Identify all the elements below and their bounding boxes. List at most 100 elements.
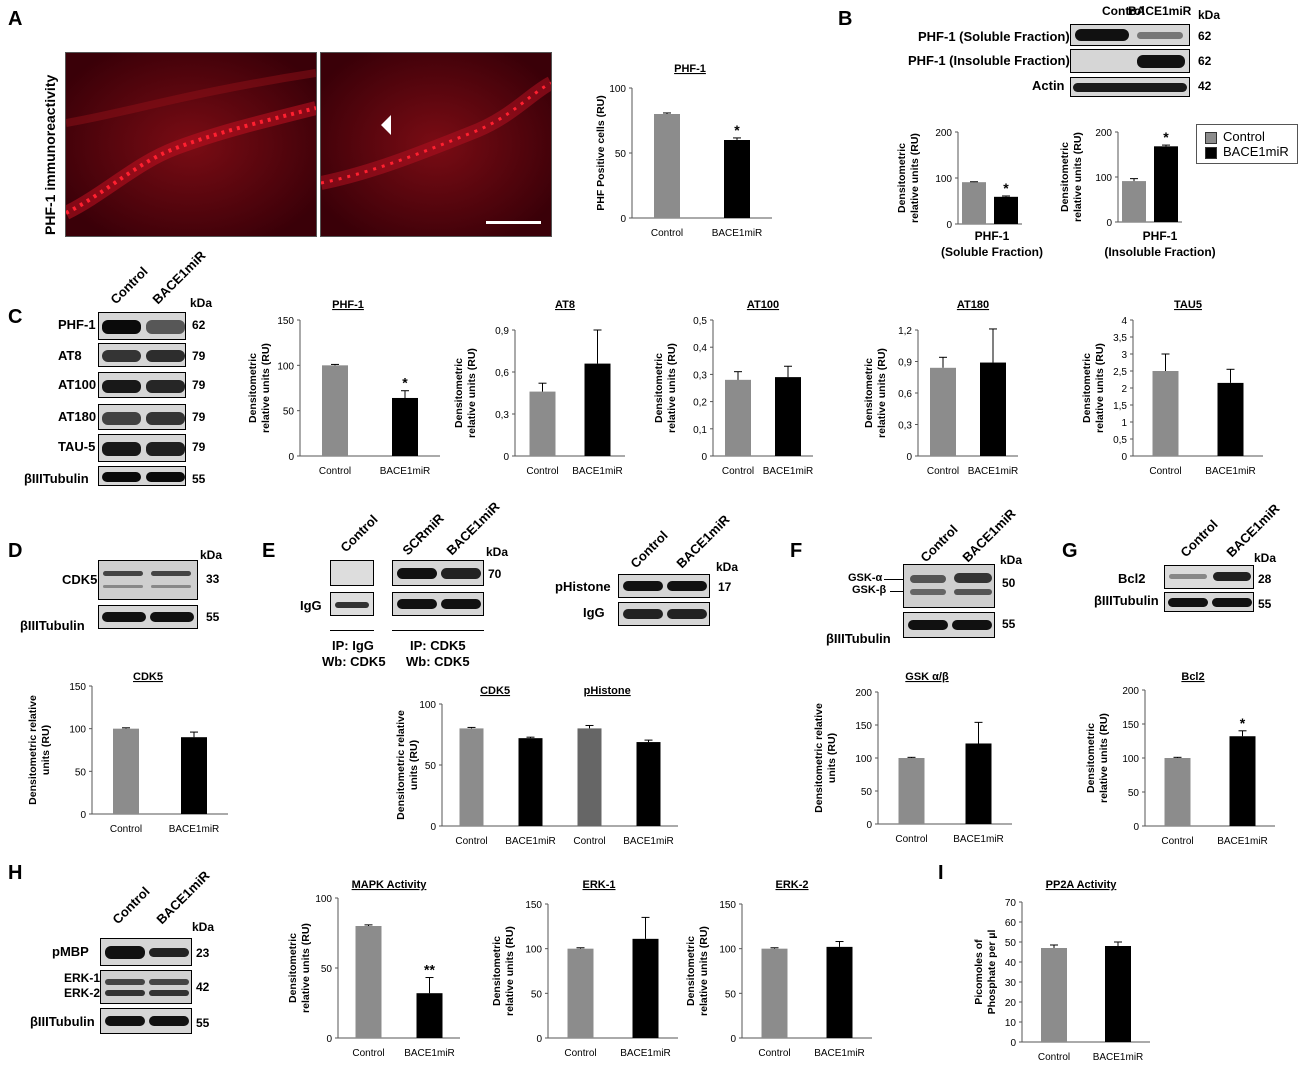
h-row-label-1: ERK-1	[64, 971, 101, 985]
h-row-label-2: ERK-2	[64, 986, 101, 1000]
chart-i-xtick-label-1: BACE1miR	[1093, 1052, 1144, 1063]
chart-h3-bar-1	[826, 946, 853, 1038]
chart-a-ylabel-0: PHF Positive cells (RU)	[595, 95, 607, 211]
chart-c3-title: AT100	[747, 299, 779, 311]
chart-b2-sig-1: *	[1163, 129, 1169, 145]
chart-h1-bar-1	[416, 993, 443, 1038]
chart-b1-ytick-label-2: 200	[935, 128, 952, 139]
chart-a-bar-1	[724, 140, 750, 218]
chart-c3-bar-1	[775, 377, 801, 456]
chart-h1-ylabel-1: relative units (RU)	[300, 923, 312, 1013]
chart-c1-ylabel-0: Densitometric	[247, 353, 259, 423]
legend-swatch-control	[1205, 131, 1217, 144]
f-gskb-arrow	[890, 591, 904, 592]
chart-h2-ytick-label-2: 100	[525, 945, 542, 956]
micrograph-control-image	[66, 53, 316, 236]
chart-b2-ylabel-1: relative units (RU)	[1072, 132, 1084, 222]
chart-d-ytick-label-1: 50	[75, 767, 87, 778]
chart-h1-bar-0	[355, 926, 382, 1038]
chart-c2-ylabel-1: relative units (RU)	[466, 348, 478, 438]
chart-c1-xtick-label-1: BACE1miR	[380, 466, 431, 477]
chart-i-title: PP2A Activity	[1046, 879, 1118, 891]
chart-e-bar-2	[577, 728, 602, 826]
chart-i-ylabel-0: Picomoles of	[973, 939, 985, 1005]
chart-h1-ylabel-0: Densitometric	[287, 933, 299, 1003]
chart-i-bar-1	[1105, 946, 1131, 1042]
chart-h1-ytick-label-1: 50	[321, 964, 333, 975]
chart-i-ytick-label-0: 0	[1010, 1038, 1016, 1049]
chart-b2-ytick-label-0: 0	[1106, 218, 1112, 229]
chart-c2-xtick-label-1: BACE1miR	[572, 466, 623, 477]
chart-h3-ytick-label-3: 150	[719, 900, 736, 911]
chart-h1-ytick-label-2: 100	[315, 894, 332, 905]
f-tub-label: βIIITubulin	[826, 631, 891, 646]
chart-f-ytick-label-1: 50	[861, 787, 873, 798]
chart-h2-xtick-label-0: Control	[564, 1048, 596, 1059]
h-row-label-3: βIIITubulin	[30, 1014, 95, 1029]
c-row-label-3: AT180	[58, 409, 97, 424]
chart-c4-xtick-label-0: Control	[927, 466, 959, 477]
chart-h2-title: ERK-1	[582, 879, 615, 891]
panel-label-b: B	[838, 8, 853, 30]
chart-f-bar-0	[898, 758, 925, 824]
chart-b2-bar-1	[1154, 146, 1178, 222]
b-row-label-1: PHF-1 (Insoluble Fraction)	[908, 53, 1070, 68]
legend-swatch-bace	[1205, 146, 1217, 159]
panel-label-e: E	[262, 540, 276, 562]
chart-c2-bar-0	[529, 391, 556, 456]
chart-c1-ytick-label-0: 0	[288, 452, 294, 463]
c-band-3-0	[102, 412, 141, 425]
chart-a-ytick-label-2: 100	[609, 84, 626, 95]
chart-h3-ytick-label-0: 0	[730, 1034, 736, 1045]
chart-g-bar-0	[1164, 758, 1191, 826]
chart-e-ytick-label-2: 100	[419, 700, 436, 711]
chart-h3-ytick-label-1: 50	[725, 989, 737, 1000]
chart-i-ytick-label-3: 30	[1005, 978, 1017, 989]
chart-c3-ytick-label-1: 0,1	[693, 425, 707, 436]
chart-e-title-0: CDK5	[480, 685, 510, 697]
panel-label-h: H	[8, 862, 23, 884]
c-band-5-1	[146, 472, 185, 482]
chart-f-ylabel-1: units (RU)	[826, 733, 838, 783]
chart-h3-title: ERK-2	[775, 879, 808, 891]
chart-c4-ytick-label-2: 0,6	[898, 389, 912, 400]
chart-c2-ytick-label-1: 0,3	[495, 410, 509, 421]
chart-h2-bar-0	[567, 948, 594, 1038]
chart-c4-xtick-label-1: BACE1miR	[968, 466, 1019, 477]
chart-g-ytick-label-2: 100	[1122, 754, 1139, 765]
chart-i-ytick-label-6: 60	[1005, 918, 1017, 929]
chart-h2-xtick-label-1: BACE1miR	[620, 1048, 671, 1059]
c-blot-4	[98, 434, 186, 462]
b-kda-header: kDa	[1198, 8, 1221, 22]
chart-g-ylabel-0: Densitometric	[1085, 723, 1097, 793]
d-row-kda-1: 55	[206, 610, 220, 624]
chart-e-bar-1	[518, 738, 543, 826]
chart-f-title: GSK α/β	[905, 671, 949, 683]
b-row-kda-1: 62	[1198, 54, 1212, 68]
chart-c5-xtick-label-1: BACE1miR	[1205, 466, 1256, 477]
e-phist-kda-header: kDa	[716, 560, 739, 574]
g-tub-label: βIIITubulin	[1094, 593, 1159, 608]
chart-c1-sig-1: *	[402, 375, 408, 391]
h-blot-erk	[100, 970, 192, 1004]
chart-d-ytick-label-2: 100	[69, 725, 86, 736]
arrowhead-icon	[381, 115, 391, 135]
chart-a-xtick-label-0: Control	[651, 228, 683, 239]
chart-b2-bar-0	[1122, 181, 1146, 222]
chart-a-ytick-label-0: 0	[620, 214, 626, 225]
chart-h3-ylabel-0: Densitometric	[685, 936, 697, 1006]
chart-d-title: CDK5	[133, 671, 163, 683]
e-phist-igg-label: IgG	[583, 605, 605, 620]
e-phist-label: pHistone	[555, 579, 611, 594]
chart-b2-xlabel-1: (Insoluble Fraction)	[1104, 245, 1215, 259]
chart-f-ytick-label-4: 200	[855, 688, 872, 699]
g-bcl2-label: Bcl2	[1118, 571, 1146, 586]
h-blot-tubulin	[100, 1008, 192, 1034]
chart-h3-ytick-label-2: 100	[719, 945, 736, 956]
chart-c5-ytick-label-5: 2,5	[1113, 367, 1127, 378]
e-ip2-line1: IP: CDK5	[410, 638, 466, 653]
chart-h3-bar-0	[761, 948, 788, 1038]
chart-d-xtick-label-0: Control	[110, 824, 142, 835]
chart-b1-bar-1	[994, 196, 1018, 224]
f-tub-kda: 55	[1002, 617, 1016, 631]
